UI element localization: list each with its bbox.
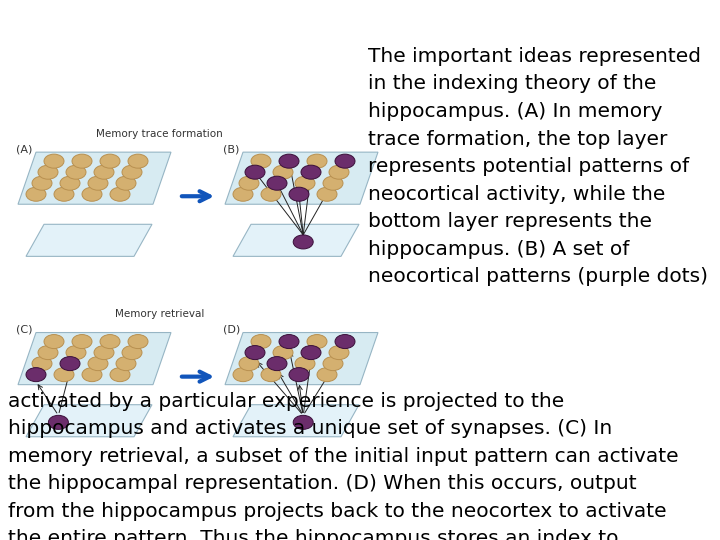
Ellipse shape (44, 154, 64, 168)
Text: from the hippocampus projects back to the neocortex to activate: from the hippocampus projects back to th… (8, 502, 667, 521)
Text: The Hippocampal Indexing Theory of Episodic Memory: The Hippocampal Indexing Theory of Episo… (9, 15, 559, 33)
Text: hippocampus and activates a unique set of synapses. (C) In: hippocampus and activates a unique set o… (8, 419, 612, 438)
Ellipse shape (261, 368, 281, 382)
Ellipse shape (279, 154, 299, 168)
Ellipse shape (279, 335, 299, 349)
Polygon shape (26, 404, 152, 437)
Polygon shape (233, 404, 359, 437)
Ellipse shape (273, 346, 293, 360)
Ellipse shape (239, 176, 259, 190)
Text: Memory retrieval: Memory retrieval (114, 309, 204, 320)
Text: activated by a particular experience is projected to the: activated by a particular experience is … (8, 392, 564, 410)
Text: (C): (C) (16, 325, 32, 334)
Text: represents potential patterns of: represents potential patterns of (368, 157, 689, 176)
Ellipse shape (100, 154, 120, 168)
Ellipse shape (245, 165, 265, 179)
Polygon shape (18, 152, 171, 204)
Ellipse shape (273, 165, 293, 179)
Ellipse shape (317, 368, 337, 382)
Ellipse shape (116, 176, 136, 190)
Text: (D): (D) (223, 325, 240, 334)
Polygon shape (18, 333, 171, 384)
Ellipse shape (239, 356, 259, 370)
Ellipse shape (54, 368, 74, 382)
Ellipse shape (44, 335, 64, 349)
Ellipse shape (122, 346, 142, 360)
Text: hippocampus. (B) A set of: hippocampus. (B) A set of (368, 240, 629, 259)
Ellipse shape (72, 335, 92, 349)
Ellipse shape (307, 154, 327, 168)
Ellipse shape (66, 165, 86, 179)
Ellipse shape (38, 165, 58, 179)
Ellipse shape (94, 165, 114, 179)
Ellipse shape (60, 356, 80, 370)
Ellipse shape (66, 346, 86, 360)
Ellipse shape (100, 335, 120, 349)
Ellipse shape (233, 187, 253, 201)
Ellipse shape (72, 154, 92, 168)
Ellipse shape (329, 346, 349, 360)
Ellipse shape (293, 235, 313, 249)
Ellipse shape (82, 368, 102, 382)
Ellipse shape (295, 356, 315, 370)
Text: hippocampus. (A) In memory: hippocampus. (A) In memory (368, 102, 662, 121)
Ellipse shape (128, 335, 148, 349)
Ellipse shape (54, 187, 74, 201)
Ellipse shape (26, 368, 46, 382)
Text: neocortical patterns (purple dots): neocortical patterns (purple dots) (368, 267, 708, 286)
Ellipse shape (245, 346, 265, 360)
Ellipse shape (128, 154, 148, 168)
Ellipse shape (110, 187, 130, 201)
Ellipse shape (323, 176, 343, 190)
Ellipse shape (94, 346, 114, 360)
Text: in the indexing theory of the: in the indexing theory of the (368, 75, 657, 93)
Ellipse shape (251, 335, 271, 349)
Text: The important ideas represented: The important ideas represented (368, 47, 701, 66)
Text: Memory trace formation: Memory trace formation (96, 129, 223, 139)
Ellipse shape (289, 187, 309, 201)
Ellipse shape (110, 368, 130, 382)
Polygon shape (225, 333, 378, 384)
Ellipse shape (323, 356, 343, 370)
Ellipse shape (116, 356, 136, 370)
Ellipse shape (122, 165, 142, 179)
Ellipse shape (26, 187, 46, 201)
Ellipse shape (301, 346, 321, 360)
Ellipse shape (88, 356, 108, 370)
Ellipse shape (60, 176, 80, 190)
Ellipse shape (335, 335, 355, 349)
Polygon shape (225, 152, 378, 204)
Ellipse shape (293, 415, 313, 429)
Ellipse shape (329, 165, 349, 179)
Text: the hippocampal representation. (D) When this occurs, output: the hippocampal representation. (D) When… (8, 474, 636, 494)
Text: (A): (A) (16, 144, 32, 154)
Text: bottom layer represents the: bottom layer represents the (368, 212, 652, 231)
Ellipse shape (295, 176, 315, 190)
Ellipse shape (267, 176, 287, 190)
Text: the entire pattern. Thus the hippocampus stores an index to: the entire pattern. Thus the hippocampus… (8, 530, 618, 540)
Ellipse shape (32, 356, 52, 370)
Ellipse shape (48, 415, 68, 429)
Ellipse shape (317, 187, 337, 201)
Ellipse shape (289, 368, 309, 382)
Ellipse shape (335, 154, 355, 168)
Ellipse shape (261, 187, 281, 201)
Text: (B): (B) (223, 144, 239, 154)
Text: trace formation, the top layer: trace formation, the top layer (368, 130, 667, 148)
Ellipse shape (301, 165, 321, 179)
Ellipse shape (251, 154, 271, 168)
Ellipse shape (38, 346, 58, 360)
Ellipse shape (267, 356, 287, 370)
Ellipse shape (32, 176, 52, 190)
Polygon shape (233, 224, 359, 256)
Polygon shape (26, 224, 152, 256)
Ellipse shape (88, 176, 108, 190)
Text: neocortical activity, while the: neocortical activity, while the (368, 185, 665, 204)
Ellipse shape (233, 368, 253, 382)
Text: memory retrieval, a subset of the initial input pattern can activate: memory retrieval, a subset of the initia… (8, 447, 679, 466)
Ellipse shape (82, 187, 102, 201)
Ellipse shape (307, 335, 327, 349)
